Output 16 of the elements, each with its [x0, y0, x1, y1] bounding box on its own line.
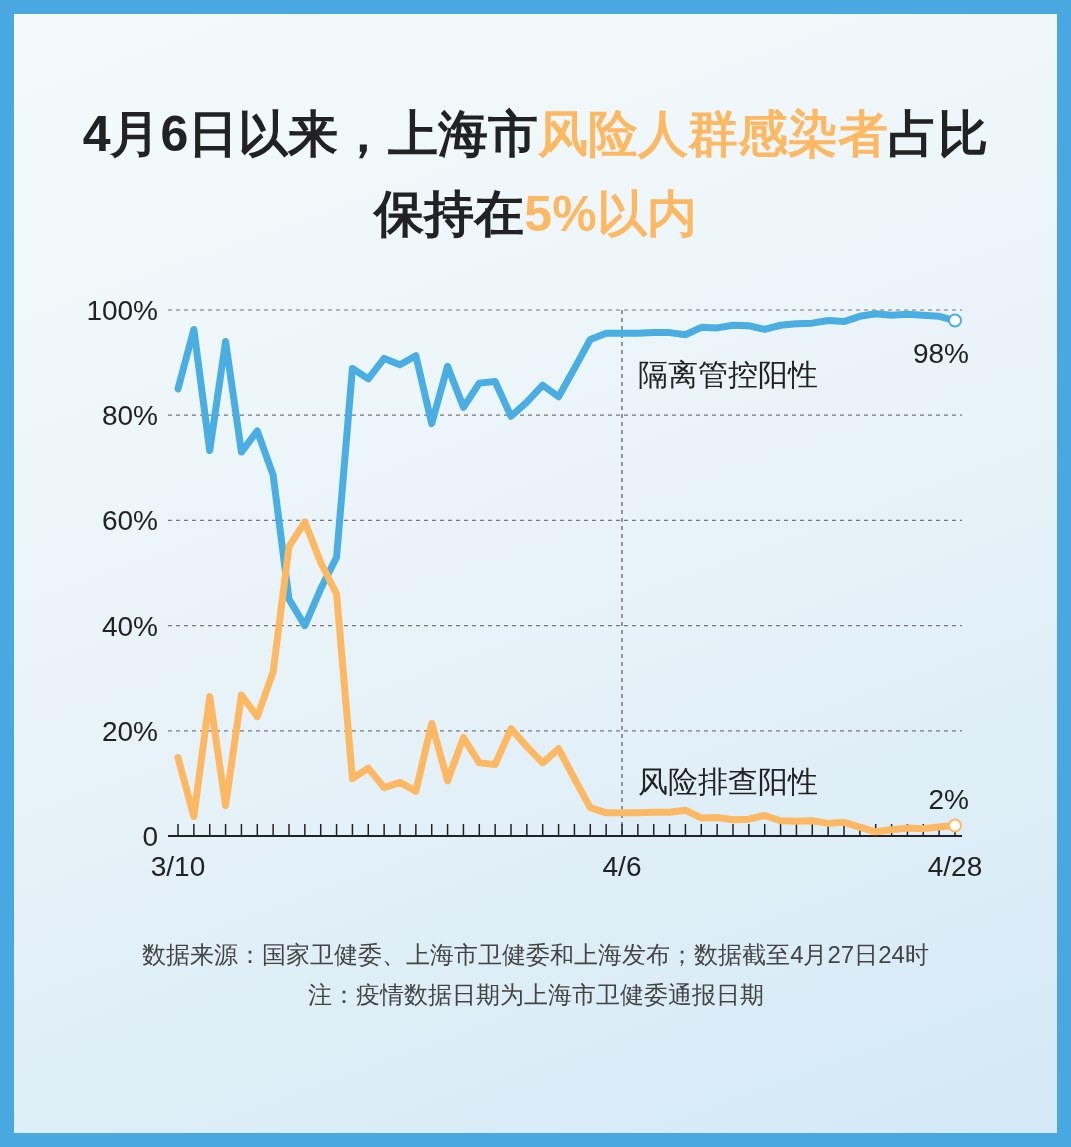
x-tick-label: 4/6 [602, 851, 642, 882]
chart-title: 4月6日以来，上海市风险人群感染者占比保持在5%以内 [82, 106, 989, 242]
y-tick-label: 40% [101, 610, 158, 642]
x-tick-label: 3/10 [150, 851, 206, 882]
y-tick-label: 60% [101, 505, 158, 537]
y-tick-label: 20% [101, 715, 158, 747]
series-label: 风险排查阳性 [637, 765, 818, 799]
source-note: 数据来源：国家卫健委、上海市卫健委和上海发布；数据截至4月27日24时 [141, 940, 930, 970]
y-tick-label: 0 [142, 821, 158, 852]
x-tick-label: 4/28 [927, 851, 983, 882]
series-label: 隔离管控阳性 [637, 357, 818, 391]
text: 注：疫情数据日期为上海市卫健委通报日期 [306, 980, 765, 1010]
y-tick-label: 80% [101, 400, 158, 432]
data-label: 2% [928, 784, 969, 816]
y-tick-label: 100% [86, 295, 158, 326]
data-label: 98% [912, 337, 969, 369]
